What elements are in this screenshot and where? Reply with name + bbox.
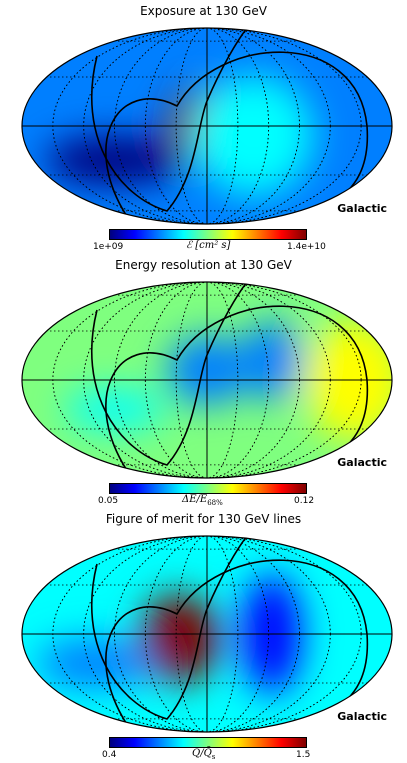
sky-map: [21, 535, 393, 733]
colorbar-min-label: 0.4: [102, 750, 117, 760]
map-outline: [21, 27, 393, 225]
map-outline: [21, 535, 393, 733]
colorbar-max-label: 0.12: [294, 496, 315, 506]
colorbar-min-label: 0.05: [98, 496, 119, 506]
heatmap-blobs: [44, 75, 314, 196]
colorbar-max-label: 1.5: [296, 750, 311, 760]
sky-map: [21, 281, 393, 479]
colorbar-label-sub: s: [211, 753, 216, 761]
colorbar: [109, 483, 307, 494]
colorbar-label-unit: [cm² s]: [195, 240, 231, 251]
colorbar-label: ℰ [cm² s]: [186, 240, 230, 251]
colorbar-label-main: ΔE/E: [182, 494, 208, 505]
chart-title: Energy resolution at 130 GeV: [115, 258, 292, 272]
ecliptic-curve: [91, 536, 248, 720]
colorbar-max-label: 1.4e+10: [287, 242, 326, 252]
colorbar-min-label: 1e+09: [93, 242, 124, 252]
map-outline: [21, 281, 393, 479]
heatmap-blob: [241, 320, 302, 401]
chart-title: Exposure at 130 GeV: [140, 4, 267, 18]
heatmap-blob: [36, 638, 156, 689]
colorbar-label-main: Q/Q̄: [192, 748, 212, 759]
heatmap-blob: [139, 593, 220, 684]
heatmap-blob: [193, 75, 314, 196]
colorbar-label: Q/Q̄s: [192, 748, 215, 761]
heatmap-blob: [64, 389, 165, 430]
heatmap-blob: [44, 135, 185, 186]
colorbar-label-sub: 68%: [207, 499, 223, 507]
ecliptic-curve: [91, 282, 248, 466]
colorbar-label-main: ℰ: [186, 240, 193, 251]
colorbar: [109, 229, 307, 240]
coordinate-label: Galactic: [337, 456, 387, 469]
resolution-panel: Energy resolution at 130 GeV Galactic 0.…: [0, 254, 407, 508]
colorbar: [109, 737, 307, 748]
coordinate-label: Galactic: [337, 202, 387, 215]
chart-title: Figure of merit for 130 GeV lines: [105, 512, 302, 526]
sky-map: [21, 27, 393, 225]
exposure-panel: Exposure at 130 GeV Galactic 1e+09 1.4e+…: [0, 0, 407, 254]
coordinate-label: Galactic: [337, 710, 387, 723]
colorbar-label: ΔE/E68%: [182, 494, 223, 507]
ecliptic-curve: [91, 28, 248, 212]
merit-panel: Figure of merit for 130 GeV lines Galact…: [0, 508, 407, 762]
